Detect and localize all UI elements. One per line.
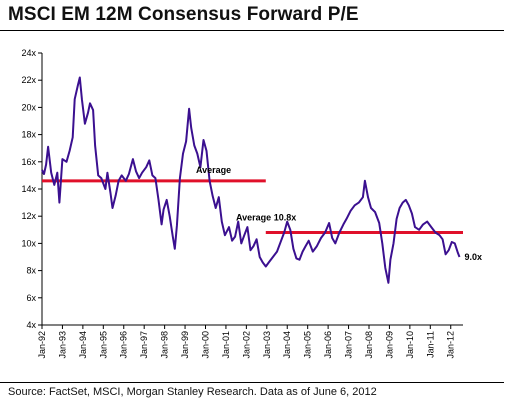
annotations: Average Average 10.8x 9.0x (196, 165, 482, 262)
average-10-8x-label: Average 10.8x (236, 213, 296, 223)
y-tick-label: 24x (21, 48, 36, 58)
y-tick-label: 18x (21, 130, 36, 140)
x-tick-label: Jan-95 (98, 331, 108, 359)
x-tick-label: Jan-10 (405, 331, 415, 359)
x-tick-label: Jan-00 (200, 331, 210, 359)
y-tick-label: 10x (21, 238, 36, 248)
x-tick-label: Jan-02 (241, 331, 251, 359)
y-tick-label: 12x (21, 211, 36, 221)
series-layer (41, 76, 461, 284)
x-tick-label: Jan-94 (78, 331, 88, 359)
x-tick-label: Jan-05 (303, 331, 313, 359)
x-tick-label: Jan-99 (180, 331, 190, 359)
x-tick-label: Jan-01 (221, 331, 231, 359)
average-label: Average (196, 165, 231, 175)
y-tick-label: 8x (26, 266, 36, 276)
x-tick-label: Jan-12 (446, 331, 456, 359)
y-tick-label: 4x (26, 320, 36, 330)
x-tick-label: Jan-97 (139, 331, 149, 359)
y-tick-label: 20x (21, 102, 36, 112)
y-tick-label: 16x (21, 157, 36, 167)
y-tick-label: 22x (21, 75, 36, 85)
y-tick-label: 14x (21, 184, 36, 194)
x-tick-label: Jan-92 (37, 331, 47, 359)
source-divider (0, 382, 504, 383)
axes: 4x 6x 8x 10x 12x 14x 16x 18x 20x 22x 24x Jan-92 Jan-… (21, 48, 463, 359)
x-tick-label: Jan-09 (384, 331, 394, 359)
x-tick-label: Jan-96 (119, 331, 129, 359)
x-tick-label: Jan-06 (323, 331, 333, 359)
x-tick-label: Jan-03 (262, 331, 272, 359)
x-tick-label: Jan-04 (282, 331, 292, 359)
average-lines (42, 179, 463, 235)
x-tick-label: Jan-11 (425, 331, 435, 358)
source-note: Source: FactSet, MSCI, Morgan Stanley Re… (8, 386, 377, 398)
y-tick-label: 6x (26, 293, 36, 303)
title-divider (0, 30, 504, 31)
pe-series-line (41, 76, 461, 284)
x-tick-label: Jan-93 (57, 331, 67, 359)
last-value-label: 9.0x (465, 252, 483, 262)
x-tick-label: Jan-08 (364, 331, 374, 359)
chart-title: MSCI EM 12M Consensus Forward P/E (8, 4, 359, 25)
x-tick-label: Jan-98 (160, 331, 170, 359)
x-tick-label: Jan-07 (344, 331, 354, 359)
